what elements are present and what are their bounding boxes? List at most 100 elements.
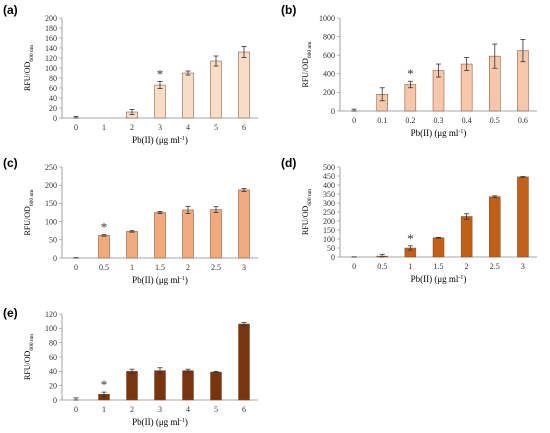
- y-tick-label: 150: [323, 226, 335, 235]
- y-tick-label: 0: [53, 254, 57, 263]
- bar: [404, 84, 417, 112]
- y-tick-label: 0: [53, 396, 57, 405]
- panel-label: (c): [3, 156, 18, 170]
- y-axis-title: RFU/OD600 nm: [23, 44, 35, 91]
- bar: [460, 216, 473, 258]
- x-tick-label: 3: [158, 123, 162, 132]
- y-tick-label: 60: [49, 353, 57, 362]
- y-tick-label: 50: [49, 236, 57, 245]
- y-axis-title: RFU/OD600 nm: [23, 333, 35, 380]
- significance-marker: *: [407, 66, 414, 81]
- y-tick-label: 100: [45, 64, 57, 73]
- panel-label: (e): [3, 306, 18, 320]
- bar: [489, 196, 501, 258]
- y-tick-label: 100: [323, 235, 335, 244]
- x-tick-label: 5: [214, 123, 218, 132]
- x-tick-label: 0.5: [377, 262, 387, 271]
- bar: [460, 63, 473, 112]
- y-tick-label: 400: [323, 70, 335, 79]
- y-tick-label: 120: [45, 54, 57, 63]
- y-tick-label: 50: [327, 244, 335, 253]
- bar: [182, 370, 194, 401]
- x-tick-label: 0.5: [99, 263, 109, 272]
- x-tick-label: 0: [74, 405, 78, 414]
- x-axis-title: Pb(II) (μg ml-1): [411, 274, 467, 284]
- chart-panel-1: (b) 0 200 400 600 800 1000 0 0.1 0.2 * 0.3 0.4 0.5 0.6…: [281, 3, 537, 138]
- y-tick-label: 400: [323, 181, 335, 190]
- significance-marker: *: [101, 377, 108, 392]
- x-tick-label: 0.3: [434, 116, 444, 125]
- y-tick-label: 80: [49, 74, 57, 83]
- bar: [182, 209, 194, 259]
- x-tick-label: 0.6: [518, 116, 528, 125]
- y-tick-label: 450: [323, 172, 335, 181]
- y-axis-title: RFU/OD600 nm: [23, 189, 35, 236]
- x-tick-label: 5: [214, 405, 218, 414]
- panel-label: (d): [281, 156, 296, 170]
- y-tick-label: 160: [45, 34, 57, 43]
- significance-marker: *: [407, 231, 414, 246]
- x-axis-title: Pb(II) (μg ml-1): [132, 417, 188, 427]
- x-tick-label: 0: [74, 263, 78, 272]
- bar: [517, 176, 529, 258]
- y-tick-label: 300: [323, 199, 335, 208]
- x-tick-label: 0.2: [405, 116, 415, 125]
- x-tick-label: 3: [521, 262, 525, 271]
- bar: [126, 231, 138, 259]
- bar: [154, 370, 166, 401]
- x-tick-label: 1.5: [434, 262, 444, 271]
- y-tick-label: 200: [323, 88, 335, 97]
- y-tick-label: 140: [45, 44, 57, 53]
- y-tick-label: 120: [45, 310, 57, 319]
- y-tick-label: 200: [323, 217, 335, 226]
- panel-label: (a): [3, 3, 18, 17]
- bar: [210, 209, 222, 259]
- y-tick-label: 350: [323, 190, 335, 199]
- y-tick-label: 20: [49, 381, 57, 390]
- x-tick-label: 1: [102, 405, 106, 414]
- x-tick-label: 1: [102, 123, 106, 132]
- bar: [238, 323, 250, 401]
- y-tick-label: 80: [49, 338, 57, 347]
- x-tick-label: 0: [352, 116, 356, 125]
- y-axis-title: RFU/OD600 nm: [301, 188, 313, 235]
- bar: [182, 72, 194, 119]
- bar: [210, 60, 222, 119]
- bar: [154, 212, 166, 259]
- x-tick-label: 2: [130, 123, 134, 132]
- y-axis-title: RFU/OD600 nm: [301, 41, 313, 88]
- x-tick-label: 1: [408, 262, 412, 271]
- significance-marker: *: [157, 67, 164, 82]
- y-tick-label: 180: [45, 24, 57, 33]
- x-tick-label: 1.5: [155, 263, 165, 272]
- x-tick-label: 3: [242, 263, 246, 272]
- x-tick-label: 6: [242, 405, 246, 414]
- bar: [210, 371, 222, 401]
- x-tick-label: 0.4: [462, 116, 472, 125]
- y-tick-label: 200: [45, 14, 57, 23]
- y-tick-label: 0: [53, 114, 57, 123]
- y-tick-label: 150: [45, 199, 57, 208]
- x-tick-label: 2.5: [211, 263, 221, 272]
- significance-marker: *: [101, 220, 108, 235]
- panel-label: (b): [281, 3, 296, 17]
- x-tick-label: 4: [186, 123, 190, 132]
- x-tick-label: 1: [130, 263, 134, 272]
- bar: [98, 235, 110, 259]
- bar: [432, 237, 445, 258]
- chart-panel-2: (c) 0 50 100 150 200 250 0 0.5 * 1 1.5 2 2.5 3 Pb(II) (…: [3, 156, 258, 285]
- y-tick-label: 40: [49, 94, 57, 103]
- x-tick-label: 4: [186, 405, 190, 414]
- y-tick-label: 40: [49, 367, 57, 376]
- x-tick-label: 6: [242, 123, 246, 132]
- x-tick-label: 0: [352, 262, 356, 271]
- x-tick-label: 0: [74, 123, 78, 132]
- y-tick-label: 250: [45, 163, 57, 172]
- y-tick-label: 100: [45, 324, 57, 333]
- y-tick-label: 250: [323, 208, 335, 217]
- y-tick-label: 100: [45, 217, 57, 226]
- y-tick-label: 800: [323, 32, 335, 41]
